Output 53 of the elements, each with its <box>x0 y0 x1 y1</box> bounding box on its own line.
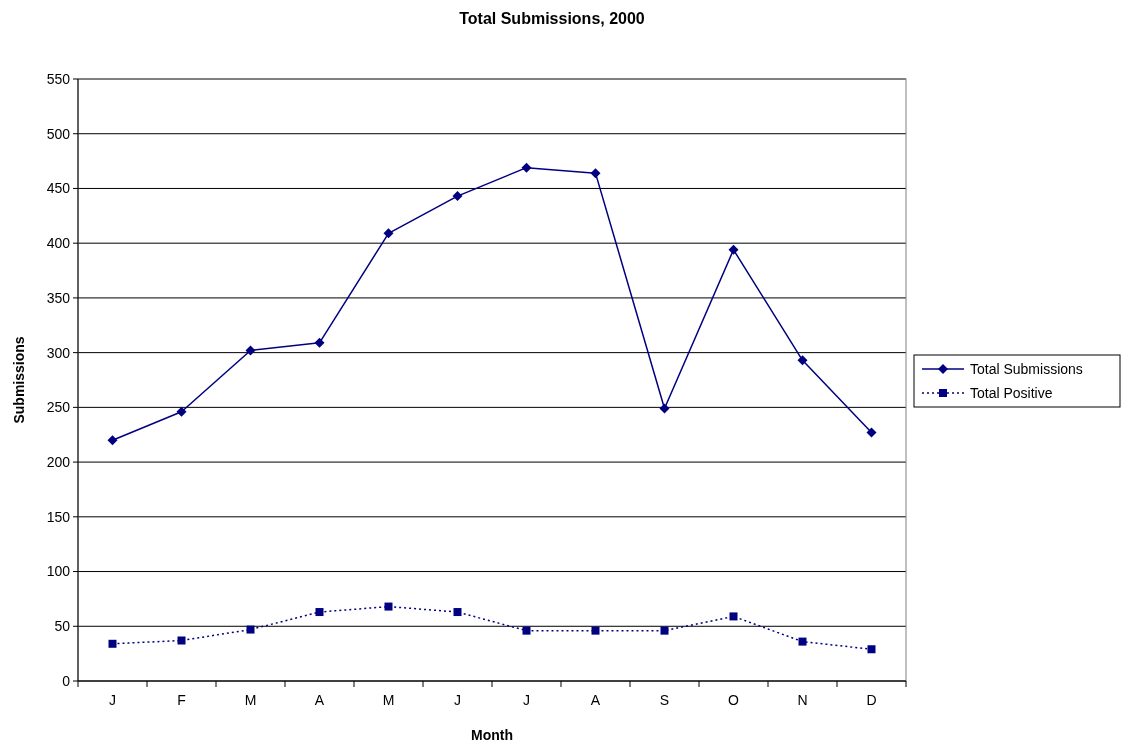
point <box>315 608 324 617</box>
y-tick-label: 350 <box>46 289 71 306</box>
point <box>867 645 876 654</box>
y-tick-label: 400 <box>46 235 71 252</box>
point <box>108 639 117 648</box>
x-tick-label: A <box>590 692 601 708</box>
y-tick-label: 50 <box>54 618 71 635</box>
y-tick-label: 250 <box>46 399 71 416</box>
x-tick-label: O <box>728 692 740 708</box>
y-tick-label: 450 <box>46 180 71 197</box>
y-tick-label: 300 <box>46 344 71 361</box>
x-axis-title: Month <box>471 727 513 743</box>
point <box>660 626 669 635</box>
point <box>452 191 463 202</box>
x-tick-label: J <box>523 692 530 708</box>
x-tick-label: J <box>454 692 461 708</box>
point <box>245 345 256 356</box>
point <box>798 637 807 646</box>
chart-title: Total Submissions, 2000 <box>459 10 645 27</box>
point <box>453 608 462 617</box>
point <box>591 626 600 635</box>
x-tick-label: M <box>244 692 257 708</box>
point <box>728 244 739 255</box>
y-tick-label: 100 <box>46 563 71 580</box>
point <box>659 403 670 414</box>
point <box>521 162 532 173</box>
point <box>866 427 877 438</box>
point <box>177 636 186 645</box>
x-tick-label: A <box>314 692 325 708</box>
y-axis-title: Submissions <box>11 336 27 424</box>
y-tick-label: 550 <box>46 70 71 87</box>
point <box>176 406 187 417</box>
x-tick-label: J <box>109 692 116 708</box>
x-tick-label: M <box>382 692 395 708</box>
point <box>107 435 118 446</box>
y-tick-label: 150 <box>46 508 71 525</box>
y-tick-label: 500 <box>46 125 71 142</box>
point <box>797 355 808 366</box>
legend-label: Total Positive <box>970 384 1053 401</box>
y-tick-label: 200 <box>46 453 71 470</box>
point <box>314 337 325 348</box>
point <box>522 626 531 635</box>
point <box>383 228 394 239</box>
x-tick-label: N <box>797 692 808 708</box>
point <box>590 168 601 179</box>
point <box>246 625 255 634</box>
x-tick-label: S <box>659 692 670 708</box>
point <box>729 612 738 621</box>
x-tick-label: F <box>177 692 186 708</box>
point <box>384 602 393 611</box>
legend-label: Total Submissions <box>970 360 1083 377</box>
y-tick-label: 0 <box>62 672 71 689</box>
x-tick-label: D <box>866 692 877 708</box>
